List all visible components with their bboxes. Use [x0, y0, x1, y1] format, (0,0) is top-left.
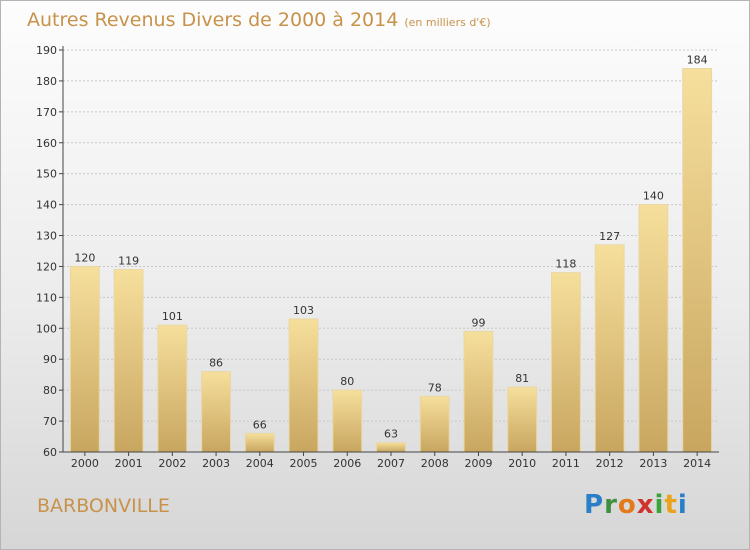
x-tick-label: 2013	[639, 457, 667, 470]
bar-value-label: 99	[471, 316, 485, 329]
bar	[638, 204, 669, 453]
x-tick-label: 2010	[508, 457, 536, 470]
bar-value-label: 127	[599, 230, 620, 243]
y-tick-label: 90	[43, 353, 57, 366]
bar	[551, 272, 581, 453]
y-tick-label: 60	[43, 446, 57, 459]
bar	[201, 371, 231, 453]
proxiti-logo: Proxiti	[584, 490, 688, 520]
y-tick-label: 180	[36, 75, 57, 88]
y-tick-label: 130	[36, 230, 57, 243]
bar-value-label: 63	[384, 428, 398, 441]
bar-value-label: 86	[209, 357, 223, 370]
bar	[157, 324, 188, 453]
y-tick-label: 150	[36, 168, 57, 181]
logo-letter: x	[636, 490, 655, 520]
x-tick-label: 2002	[158, 457, 186, 470]
x-tick-label: 2000	[71, 457, 99, 470]
chart-subtitle: (en milliers d'€)	[404, 16, 491, 29]
x-tick-label: 2009	[464, 457, 492, 470]
chart-title: Autres Revenus Divers de 2000 à 2014 (en …	[27, 9, 491, 31]
y-tick-label: 100	[36, 322, 57, 335]
bar	[463, 330, 494, 453]
bar	[332, 389, 363, 453]
bar	[288, 318, 319, 453]
y-tick-label: 160	[36, 137, 57, 150]
bar-value-label: 66	[253, 418, 267, 431]
bar	[376, 442, 406, 453]
bar-value-label: 103	[293, 304, 314, 317]
logo-letter: o	[617, 490, 637, 520]
bar-value-label: 119	[118, 255, 139, 268]
logo-letter: i	[654, 490, 665, 520]
commune-name: BARBONVILLE	[37, 495, 170, 517]
x-tick-label: 2004	[246, 457, 274, 470]
x-tick-label: 2001	[115, 457, 143, 470]
chart-title-text: Autres Revenus Divers de 2000 à 2014	[27, 9, 399, 31]
y-tick-label: 110	[36, 291, 57, 304]
y-tick-label: 80	[43, 384, 57, 397]
y-tick-label: 120	[36, 260, 57, 273]
bar-value-label: 140	[643, 190, 664, 203]
y-tick-label: 70	[43, 415, 57, 428]
bar	[419, 395, 450, 453]
x-tick-label: 2008	[421, 457, 449, 470]
x-tick-label: 2006	[333, 457, 361, 470]
bar-value-label: 80	[340, 375, 354, 388]
y-tick-label: 170	[36, 106, 57, 119]
logo-letter: i	[677, 490, 688, 520]
bar-value-label: 120	[74, 251, 95, 264]
bar-value-label: 118	[555, 258, 576, 271]
bar-value-label: 184	[687, 54, 708, 67]
logo-letter: r	[604, 490, 618, 520]
x-tick-label: 2003	[202, 457, 230, 470]
bar-value-label: 81	[515, 372, 529, 385]
bar	[69, 265, 100, 453]
y-tick-label: 190	[36, 44, 57, 57]
x-tick-label: 2005	[290, 457, 318, 470]
x-tick-label: 2012	[596, 457, 624, 470]
bar-value-label: 78	[428, 381, 442, 394]
bar-value-label: 101	[162, 310, 183, 323]
bar	[507, 386, 538, 453]
bar	[594, 244, 625, 453]
x-tick-label: 2011	[552, 457, 580, 470]
x-tick-label: 2014	[683, 457, 711, 470]
bar	[244, 432, 275, 453]
x-tick-label: 2007	[377, 457, 405, 470]
logo-letter: P	[584, 490, 605, 520]
y-tick-label: 140	[36, 199, 57, 212]
bar	[682, 68, 713, 453]
bar	[113, 269, 144, 453]
logo-letter: t	[664, 490, 678, 520]
